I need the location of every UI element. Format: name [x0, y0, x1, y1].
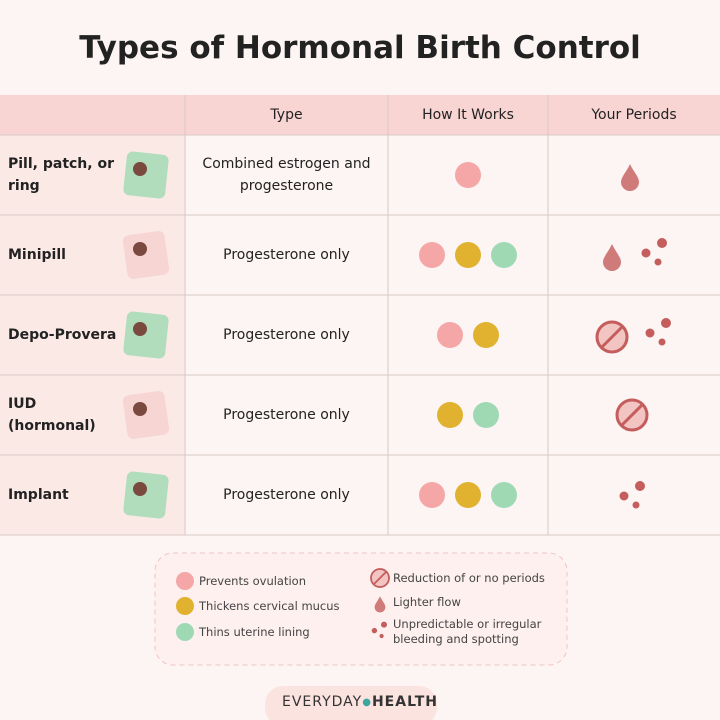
icon-circle	[455, 482, 481, 508]
icon-circle	[176, 572, 194, 590]
icon-circle	[632, 501, 640, 509]
icon-circle	[661, 318, 671, 328]
row-name: Pill, patch, or ring	[8, 156, 114, 194]
icon-circle	[657, 238, 667, 248]
brand: EVERYDAY ● HEALTH	[282, 690, 438, 714]
icon-circle	[455, 242, 481, 268]
icon-circle	[419, 242, 445, 268]
icon-circle	[437, 402, 463, 428]
icon-circle	[371, 627, 378, 634]
icon-circle	[491, 242, 517, 268]
drop-icon	[603, 244, 621, 271]
legend-text: Unpredictable or irregular bleeding and …	[393, 617, 542, 646]
brand-part: EVERYDAY	[282, 694, 363, 710]
icon-circle	[654, 258, 662, 266]
no-slash	[600, 325, 624, 349]
icon-circle	[473, 402, 499, 428]
row-type: Progesterone only	[223, 487, 350, 503]
column-header: Type	[270, 107, 303, 123]
legend-text: Reduction of or no periods	[393, 570, 545, 585]
no-slash	[620, 403, 644, 427]
drop-icon	[374, 596, 386, 613]
icon-circle	[379, 633, 384, 639]
illustration	[122, 391, 170, 439]
row-name: IUD (hormonal)	[8, 396, 96, 434]
title: Types of Hormonal Birth Control	[79, 30, 641, 66]
brand-part: HEALTH	[371, 694, 438, 710]
row-name: Minipill	[8, 247, 66, 263]
header-bg	[0, 95, 720, 135]
legend-text: Lighter flow	[393, 594, 461, 609]
row-type: Progesterone only	[223, 407, 350, 423]
icon-circle	[455, 162, 481, 188]
row-type: Combined estrogen and progesterone	[202, 156, 371, 194]
illustration	[123, 311, 169, 359]
illustration	[123, 471, 169, 519]
legend-box	[154, 552, 568, 666]
brand-leaf: ●	[362, 696, 372, 708]
legend-text: Prevents ovulation	[199, 573, 307, 588]
illustration-detail	[133, 162, 147, 176]
icon-circle	[641, 248, 651, 258]
icon-circle	[419, 482, 445, 508]
icon-circle	[176, 597, 194, 615]
illustration	[122, 231, 170, 279]
legend-text: Thins uterine lining	[199, 624, 310, 639]
icon-circle	[473, 322, 499, 348]
illustration	[123, 151, 169, 199]
illustration-detail	[133, 242, 147, 256]
legend-text: Thickens cervical mucus	[199, 598, 340, 613]
row-name: Implant	[8, 487, 69, 503]
column-header: How It Works	[422, 107, 514, 123]
icon-circle	[437, 322, 463, 348]
icon-circle	[176, 623, 194, 641]
icon-circle	[635, 481, 645, 491]
row-name: Depo-Provera	[8, 327, 117, 343]
row-type: Progesterone only	[223, 247, 350, 263]
brand-pill	[265, 686, 437, 720]
illustration-detail	[133, 322, 147, 336]
row-type: Progesterone only	[223, 327, 350, 343]
icon-circle	[491, 482, 517, 508]
icon-circle	[381, 621, 387, 628]
illustration-detail	[133, 402, 147, 416]
illustration-detail	[133, 482, 147, 496]
icon-circle	[645, 328, 655, 338]
icon-circle	[619, 491, 629, 501]
drop-icon	[621, 164, 639, 191]
no-slash	[373, 571, 387, 585]
column-header: Your Periods	[591, 107, 677, 123]
icon-circle	[658, 338, 666, 346]
